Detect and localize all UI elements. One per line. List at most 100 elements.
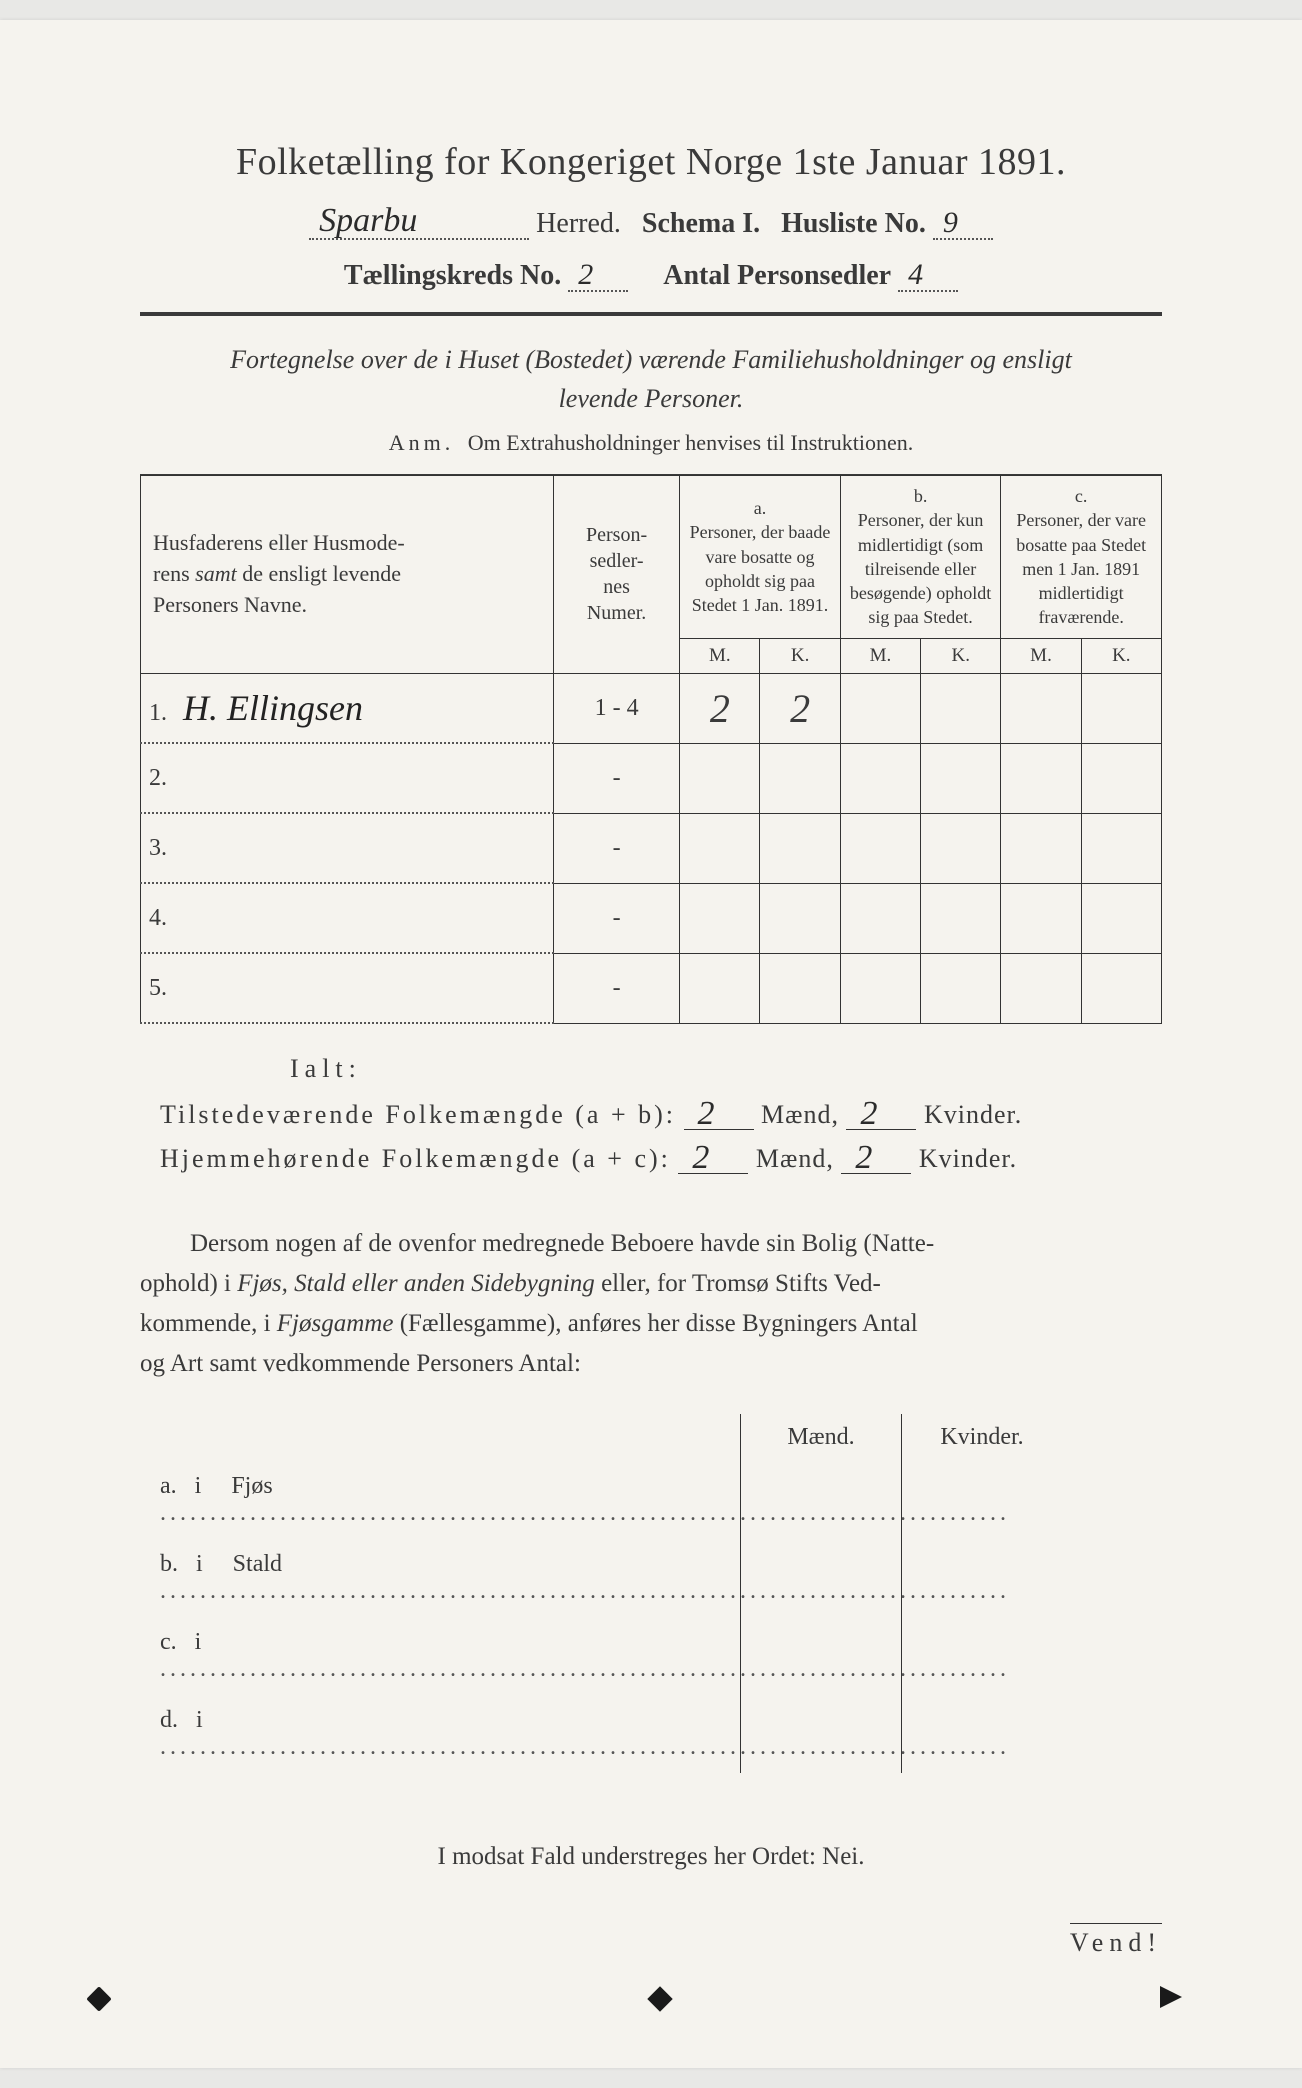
btm-row: d. i — [140, 1695, 740, 1773]
maend-label: Mænd, — [756, 1144, 834, 1173]
totals-line-1: Tilstedeværende Folkemængde (a + b): 2 M… — [160, 1100, 1162, 1130]
col-c-text: Personer, der vare bosatte paa Stedet me… — [1016, 510, 1146, 627]
pin-icon — [647, 1986, 672, 2011]
cell-bk — [921, 673, 1001, 743]
cell-am: 2 — [710, 686, 730, 731]
b-m: M. — [840, 638, 920, 673]
a-m: M. — [680, 638, 760, 673]
btm-empty — [140, 1414, 740, 1461]
row-name: H. Ellingsen — [183, 688, 363, 728]
kvinder-label: Kvinder. — [924, 1100, 1022, 1129]
building-table: Mænd. Kvinder. a. i Fjøs b. i Stald c. i… — [140, 1414, 1162, 1773]
header-line-3: Tællingskreds No. 2 Antal Personsedler 4 — [140, 260, 1162, 292]
kreds-field: 2 — [568, 261, 628, 292]
tot2-label: Hjemmehørende Folkemængde (a + c): — [160, 1144, 671, 1173]
kreds-label: Tællingskreds No. — [344, 260, 561, 291]
table-row: 4. - — [141, 883, 1162, 953]
totals-line-2: Hjemmehørende Folkemængde (a + c): 2 Mæn… — [160, 1144, 1162, 1174]
row-numcol: - — [553, 953, 679, 1023]
husliste-field: 9 — [933, 209, 993, 240]
col-name-header: Husfaderens eller Husmode-rens samt de e… — [141, 476, 554, 674]
anm-label: Anm. — [389, 430, 455, 455]
husliste-label: Husliste No. — [781, 208, 926, 239]
col-b-text: Personer, der kun midlertidigt (som tilr… — [850, 510, 991, 627]
row-num: 4. — [149, 905, 177, 932]
row-num: 2. — [149, 765, 177, 792]
btm-key: d. — [160, 1707, 178, 1733]
cell-ak: 2 — [790, 686, 810, 731]
table-row: 1. H. Ellingsen 1 - 4 2 2 — [141, 673, 1162, 743]
col-b-key: b. — [914, 486, 928, 506]
herred-field: Sparbu — [309, 209, 529, 240]
anm-text: Om Extrahusholdninger henvises til Instr… — [468, 430, 913, 455]
household-table: Husfaderens eller Husmode-rens samt de e… — [140, 475, 1162, 1024]
col-b-header: b. Personer, der kun midlertidigt (som t… — [840, 476, 1001, 639]
btm-label: Fjøs — [231, 1473, 272, 1499]
modsat-line: I modsat Fald understreges her Ordet: Ne… — [140, 1843, 1162, 1871]
tot2-k-field: 2 — [841, 1146, 911, 1175]
row-num: 3. — [149, 835, 177, 862]
btm-i: i — [196, 1551, 203, 1577]
herred-label: Herred. — [536, 208, 621, 239]
btm-row: c. i — [140, 1617, 740, 1695]
tot1-k-field: 2 — [846, 1102, 916, 1131]
tot1-label: Tilstedeværende Folkemængde (a + b): — [160, 1100, 676, 1129]
cell-ck — [1081, 673, 1161, 743]
maend-label: Mænd, — [761, 1100, 839, 1129]
btm-kvinder: Kvinder. — [902, 1414, 1062, 1461]
btm-i: i — [195, 1473, 202, 1499]
btm-maend: Mænd. — [741, 1414, 901, 1461]
anm-line: Anm. Om Extrahusholdninger henvises til … — [140, 430, 1162, 456]
vend-label: Vend! — [1070, 1923, 1162, 1958]
col-a-key: a. — [754, 498, 767, 518]
arrow-icon — [1160, 1986, 1182, 2008]
row-numcol: - — [553, 883, 679, 953]
col-c-header: c. Personer, der vare bosatte paa Stedet… — [1001, 476, 1162, 639]
ialt-label: Ialt: — [290, 1054, 1162, 1084]
btm-key: a. — [160, 1473, 177, 1499]
divider-top — [140, 312, 1162, 316]
table-row: 5. - — [141, 953, 1162, 1023]
btm-key: c. — [160, 1629, 177, 1655]
tot1-m-field: 2 — [684, 1102, 754, 1131]
herred-value: Sparbu — [319, 202, 417, 240]
row-num: 5. — [149, 975, 177, 1002]
kreds-value: 2 — [578, 258, 593, 292]
col-c-key: c. — [1075, 486, 1088, 506]
table-row: 2. - — [141, 743, 1162, 813]
btm-i: i — [195, 1629, 202, 1655]
header-line-2: Sparbu Herred. Schema I. Husliste No. 9 — [140, 208, 1162, 240]
page-title: Folketælling for Kongeriget Norge 1ste J… — [140, 140, 1162, 184]
kvinder-label: Kvinder. — [919, 1144, 1017, 1173]
btm-key: b. — [160, 1551, 178, 1577]
tot1-k: 2 — [860, 1095, 878, 1133]
row-numcol: - — [553, 813, 679, 883]
col-a-text: Personer, der baade vare bosatte og opho… — [690, 522, 831, 615]
table-body: 1. H. Ellingsen 1 - 4 2 2 2. - 3. - 4. — [141, 673, 1162, 1023]
antal-value: 4 — [908, 258, 923, 292]
antal-field: 4 — [898, 261, 958, 292]
a-k: K. — [760, 638, 840, 673]
col-a-header: a. Personer, der baade vare bosatte og o… — [680, 476, 841, 639]
btm-i: i — [196, 1707, 203, 1733]
schema-label: Schema I. — [642, 208, 760, 239]
dersom-paragraph: Dersom nogen af de ovenfor medregnede Be… — [140, 1224, 1162, 1384]
table-row: 3. - — [141, 813, 1162, 883]
antal-label: Antal Personsedler — [663, 260, 891, 291]
row-num: 1. — [149, 700, 177, 727]
fortegnelse-text: Fortegnelse over de i Huset (Bostedet) v… — [200, 340, 1102, 418]
cell-cm — [1001, 673, 1081, 743]
cell-bm — [840, 673, 920, 743]
row-numcol: 1 - 4 — [553, 673, 679, 743]
row-numcol: - — [553, 743, 679, 813]
c-m: M. — [1001, 638, 1081, 673]
btm-row: b. i Stald — [140, 1539, 740, 1617]
b-k: K. — [921, 638, 1001, 673]
census-form-page: Folketælling for Kongeriget Norge 1ste J… — [0, 20, 1302, 2068]
husliste-value: 9 — [943, 206, 958, 240]
btm-row: a. i Fjøs — [140, 1461, 740, 1539]
btm-label: Stald — [233, 1551, 282, 1577]
col-num-header: Person-sedler-nesNumer. — [553, 476, 679, 674]
tot1-m: 2 — [698, 1095, 716, 1133]
tot2-m: 2 — [692, 1139, 710, 1177]
